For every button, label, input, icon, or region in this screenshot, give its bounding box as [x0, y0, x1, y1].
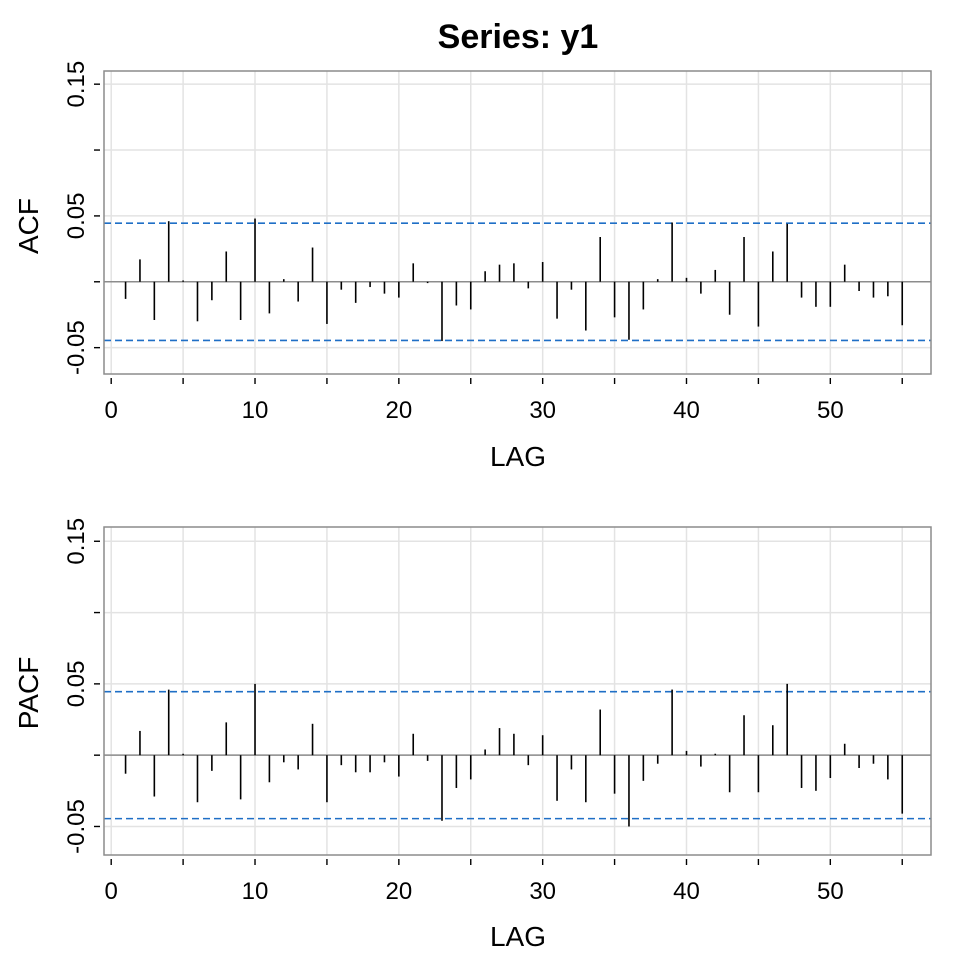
chart-title: Series: y1	[438, 18, 599, 56]
acf-x-tick-label: 40	[673, 397, 700, 424]
pacf-panel: 0 10 20 30 40 50 -0.05 0.05 0.15 LAG PACF	[13, 518, 932, 952]
acf-x-tick-label: 10	[242, 397, 269, 424]
pacf-y-tick-label: 0.15	[63, 518, 90, 565]
pacf-x-tick-label: 40	[673, 878, 700, 905]
pacf-plot-frame	[103, 526, 932, 856]
acf-x-axis-title: LAG	[490, 441, 546, 472]
acf-y-tick-label: 0.15	[63, 61, 90, 108]
acf-x-tick-label: 50	[817, 397, 844, 424]
pacf-y-axis-title: PACF	[13, 657, 44, 730]
pacf-y-tick-label: 0.05	[63, 661, 90, 708]
acf-y-tick-label: 0.05	[63, 193, 90, 240]
acf-y-tick-label: -0.05	[63, 320, 90, 375]
pacf-x-tick-label: 50	[817, 878, 844, 905]
pacf-x-tick-label: 30	[529, 878, 556, 905]
acf-x-tick-label: 0	[105, 397, 118, 424]
pacf-x-tick-label: 20	[385, 878, 412, 905]
acf-plot-frame	[103, 70, 932, 375]
pacf-x-tick-label: 0	[105, 878, 118, 905]
acf-panel: 0 10 20 30 40 50 -0.05 0.05 0.15 LAG ACF	[13, 61, 932, 472]
pacf-x-tick-label: 10	[242, 878, 269, 905]
acf-x-tick-label: 20	[385, 397, 412, 424]
acf-x-tick-label: 30	[529, 397, 556, 424]
pacf-y-tick-label: -0.05	[63, 799, 90, 854]
pacf-x-axis-title: LAG	[490, 921, 546, 952]
acf-y-axis-title: ACF	[13, 198, 44, 254]
